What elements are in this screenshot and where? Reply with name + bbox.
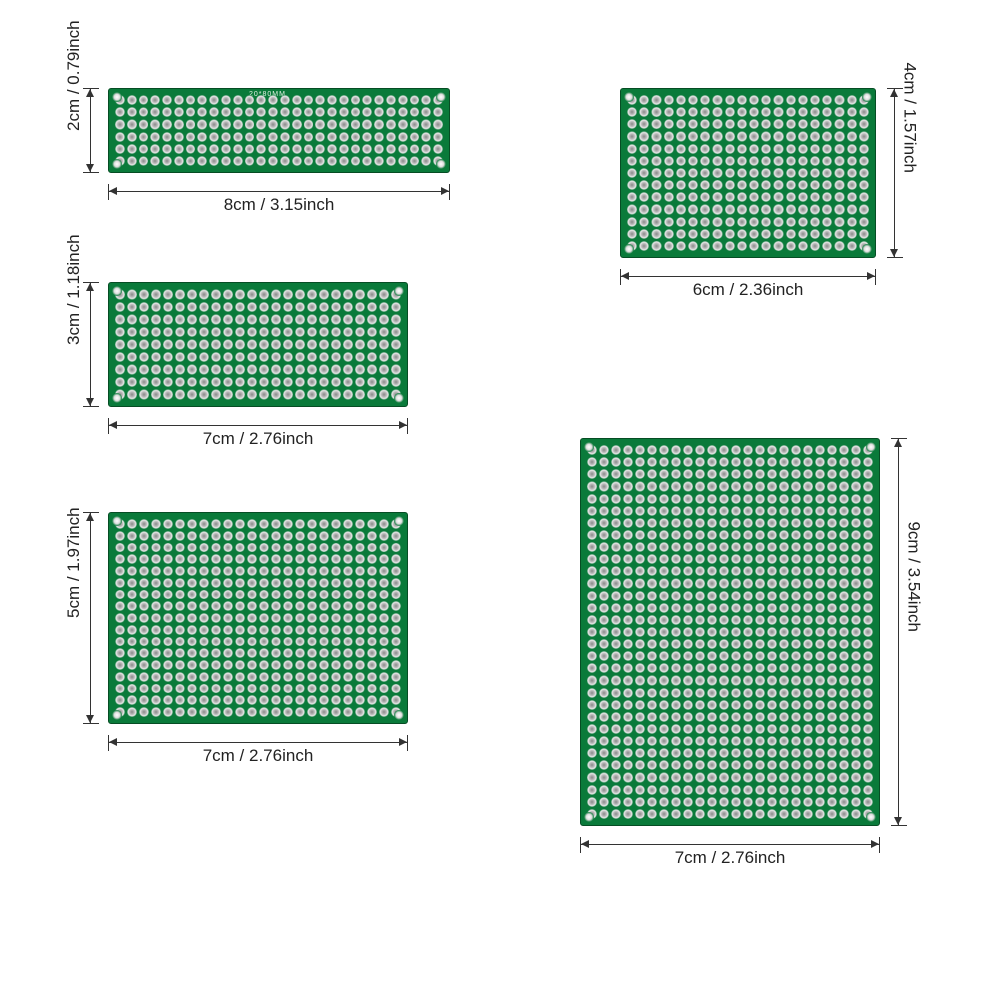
dimension-height-label: 5cm / 1.97inch [64,507,84,618]
dimension-height: 5cm / 1.97inch [80,512,100,724]
pcb-3x7-group: 7cm / 2.76inch 3cm / 1.18inch [108,282,408,407]
dimension-width: 7cm / 2.76inch [108,415,408,435]
dimension-width-label: 7cm / 2.76inch [580,848,880,868]
dimension-height: 3cm / 1.18inch [80,282,100,407]
dimension-height: 2cm / 0.79inch [80,88,100,173]
pcb-4x6-group: 6cm / 2.36inch 4cm / 1.57inch [620,88,876,258]
pcb-board-5x7 [108,512,408,724]
dimension-height: 9cm / 3.54inch [888,438,908,826]
pcb-holes-grid [115,95,443,166]
dimension-width: 8cm / 3.15inch [108,181,450,201]
pcb-holes-grid [115,289,401,400]
dimension-width-label: 7cm / 2.76inch [108,429,408,449]
dimension-width: 7cm / 2.76inch [108,732,408,752]
dimension-width: 7cm / 2.76inch [580,834,880,854]
pcb-holes-grid [587,445,873,819]
pcb-5x7-group: 7cm / 2.76inch 5cm / 1.97inch [108,512,408,724]
dimension-height-label: 3cm / 1.18inch [64,234,84,345]
dimension-width-label: 7cm / 2.76inch [108,746,408,766]
dimension-height-label: 2cm / 0.79inch [64,20,84,131]
dimension-height-label: 9cm / 3.54inch [904,521,924,632]
dimension-width-label: 8cm / 3.15inch [108,195,450,215]
pcb-7x9-group: 7cm / 2.76inch 9cm / 3.54inch [580,438,880,826]
dimension-width: 6cm / 2.36inch [620,266,876,286]
dimension-height: 4cm / 1.57inch [884,88,904,258]
pcb-holes-grid [115,519,401,717]
dimension-height-label: 4cm / 1.57inch [900,62,920,173]
pcb-board-2x8: 20*80MM [108,88,450,173]
dimension-width-label: 6cm / 2.36inch [620,280,876,300]
pcb-2x8-group: 20*80MM 8cm / 3.15inch 2cm / 0.79inch [108,88,450,173]
pcb-board-7x9 [580,438,880,826]
pcb-board-3x7 [108,282,408,407]
pcb-board-4x6 [620,88,876,258]
pcb-holes-grid [627,95,869,251]
